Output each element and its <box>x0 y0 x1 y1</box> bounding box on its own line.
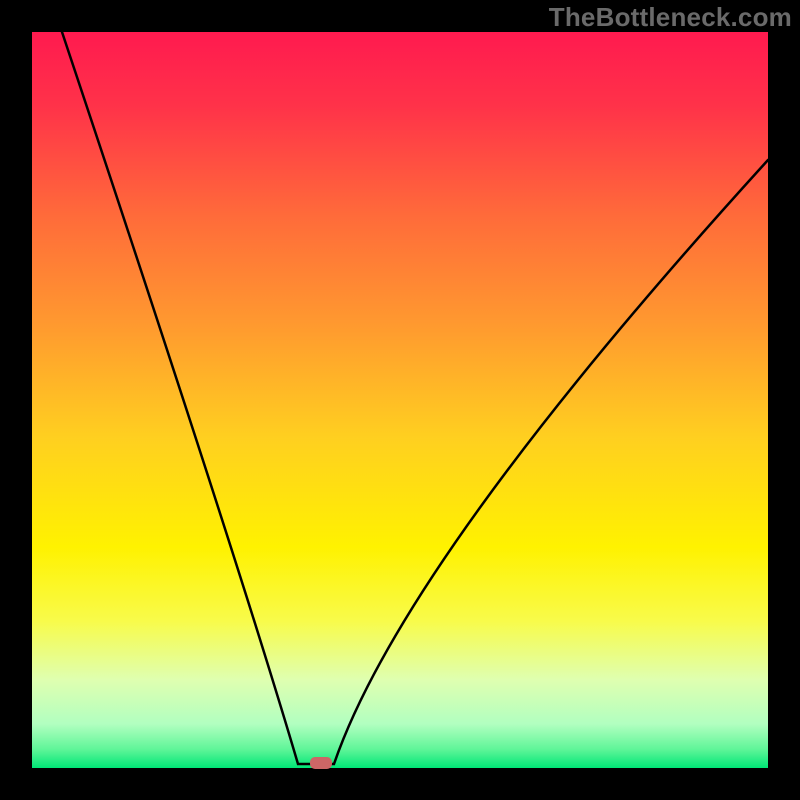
optimal-marker <box>310 757 332 769</box>
chart-canvas: { "watermark": { "text": "TheBottleneck.… <box>0 0 800 800</box>
watermark-text: TheBottleneck.com <box>549 2 792 33</box>
chart-svg <box>0 0 800 800</box>
gradient-background <box>32 32 768 768</box>
